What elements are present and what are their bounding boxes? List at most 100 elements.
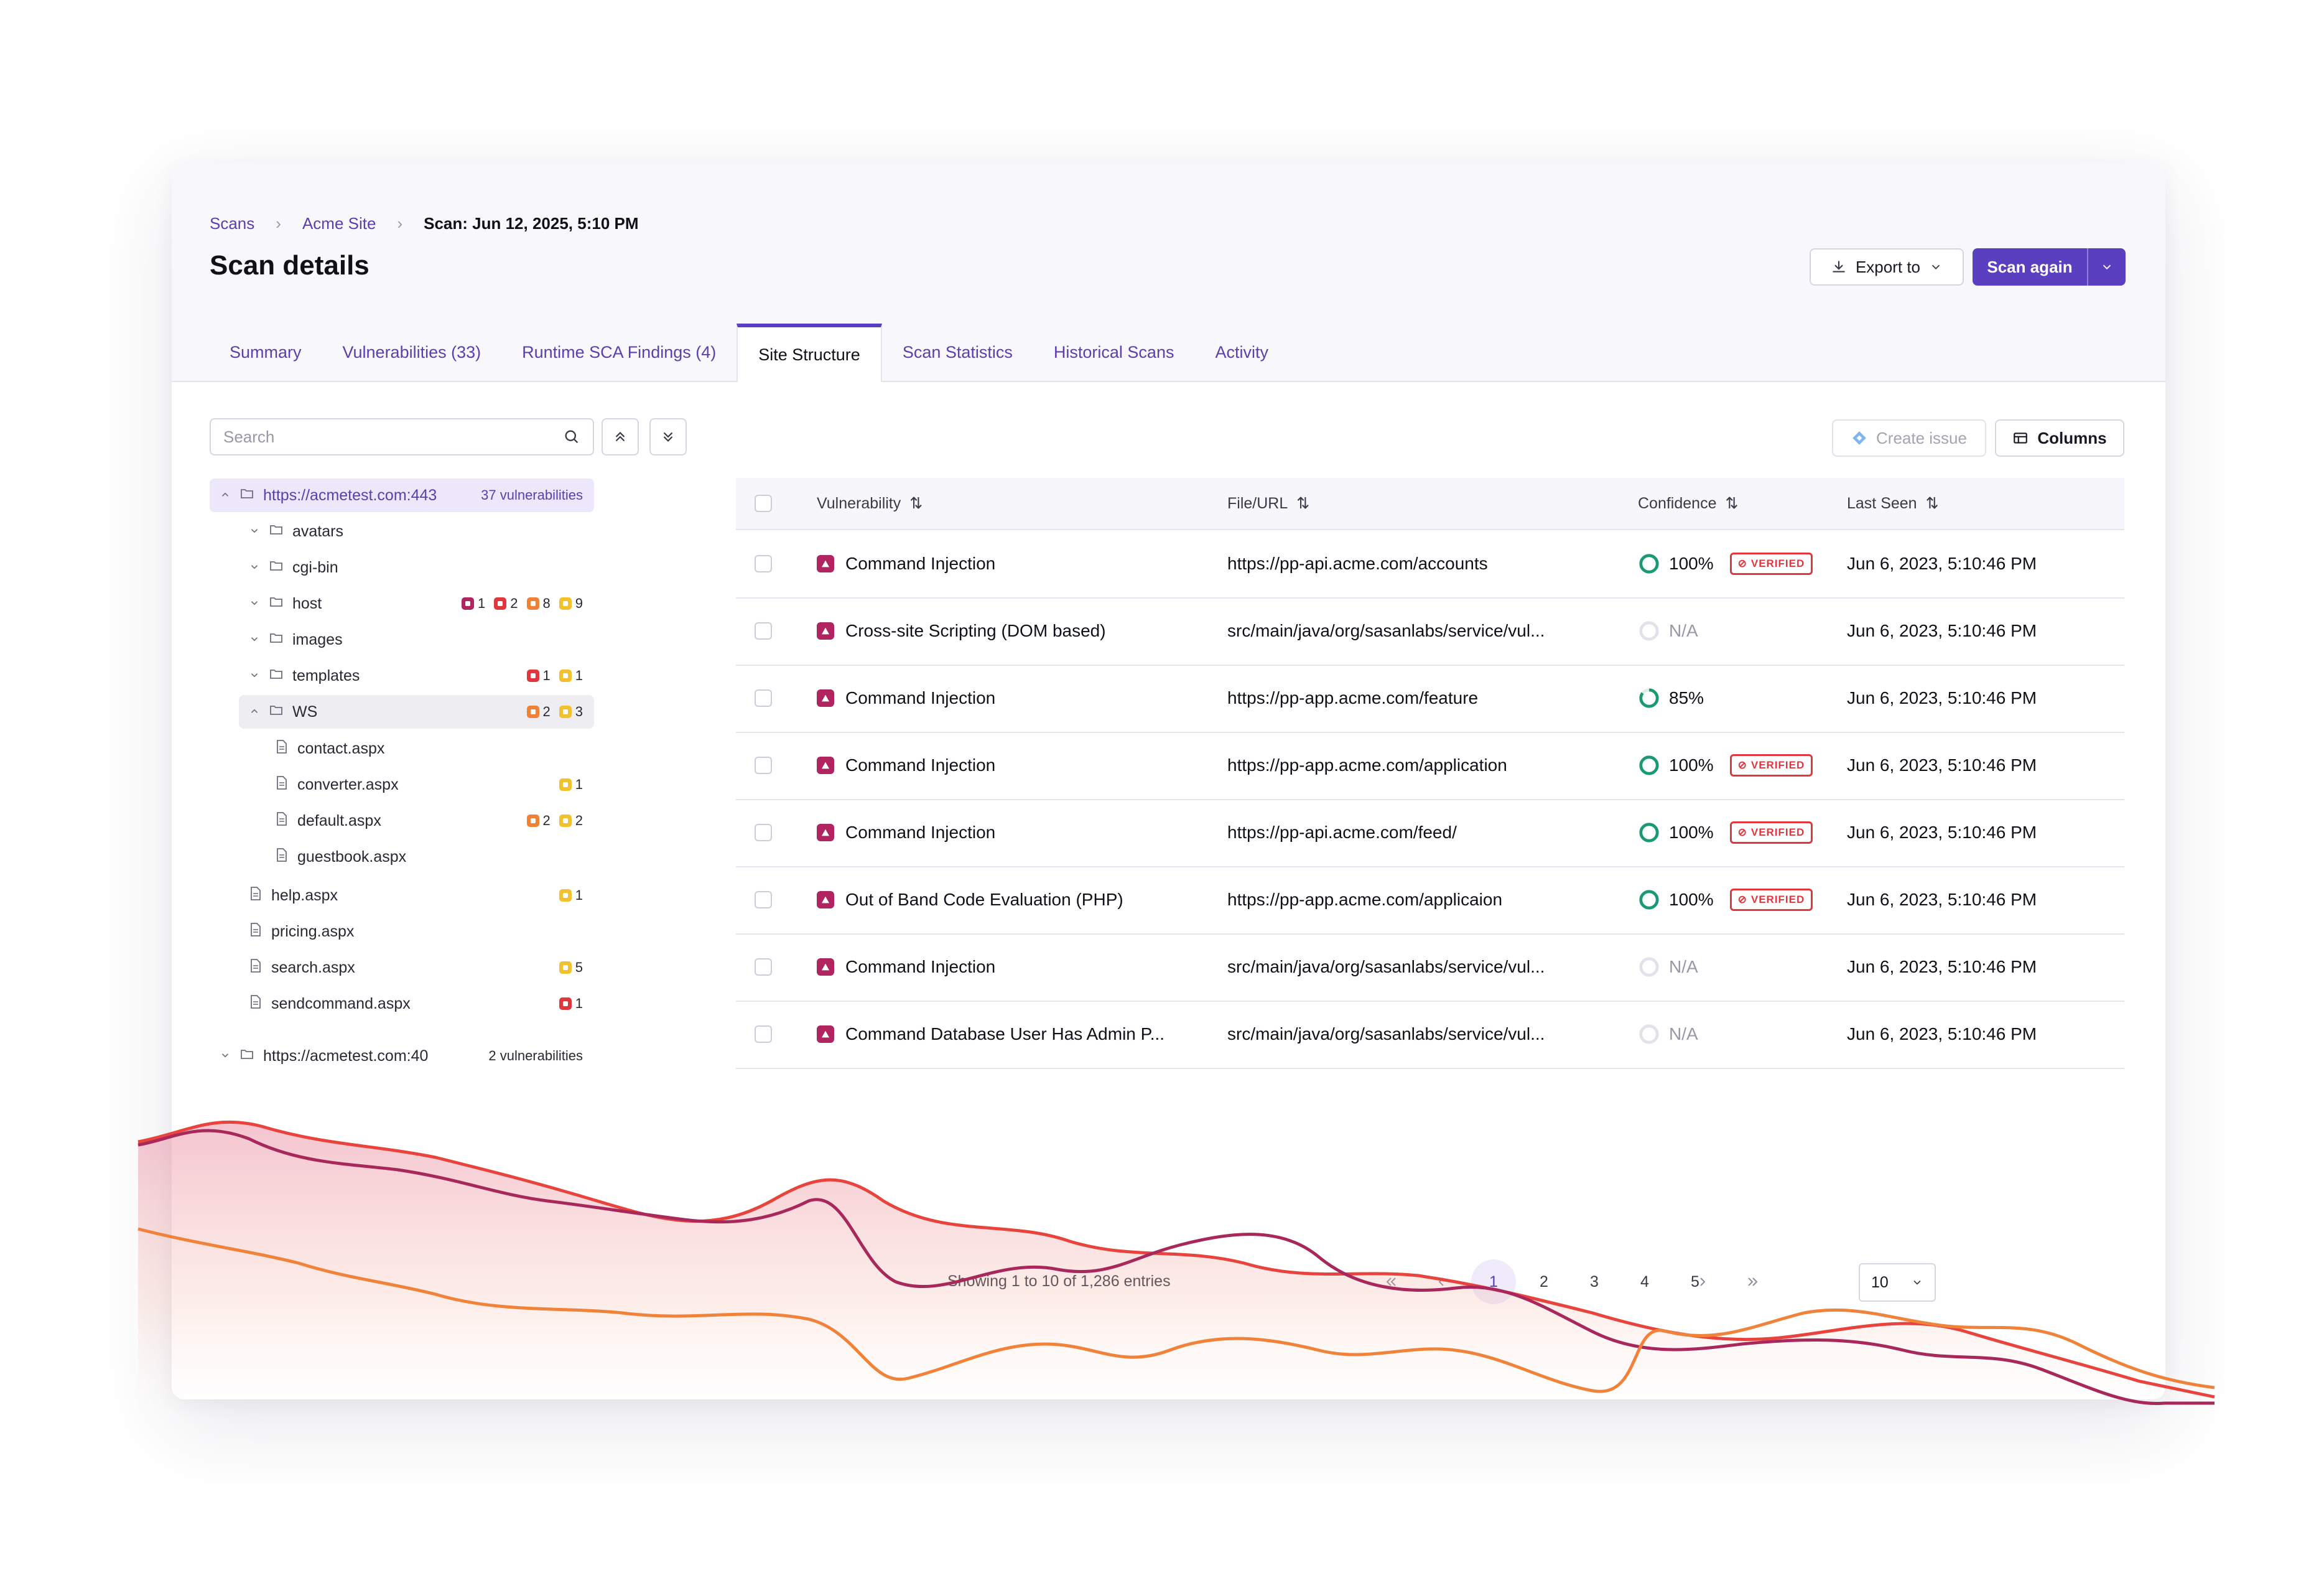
first-page-icon[interactable] [1369, 1259, 1413, 1304]
create-issue-button[interactable]: Create issue [1832, 419, 1986, 457]
severity-icon [817, 824, 834, 841]
columns-button[interactable]: Columns [1995, 419, 2124, 457]
table-row[interactable]: Command Database User Has Admin P... src/… [736, 1001, 2124, 1069]
tree-folder-cgi-bin[interactable]: cgi-bin [239, 551, 594, 584]
tree-file[interactable]: guestbook.aspx [271, 840, 594, 874]
col-file-url[interactable]: File/URL ⇅ [1227, 478, 1309, 529]
page-4-button[interactable]: 4 [1640, 1272, 1649, 1291]
col-last-seen[interactable]: Last Seen ⇅ [1847, 478, 1939, 529]
scan-again-button[interactable]: Scan again [1973, 248, 2126, 286]
page-1-button[interactable]: 1 [1471, 1259, 1516, 1304]
tab-runtime-sca[interactable]: Runtime SCA Findings (4) [522, 342, 717, 362]
chevron-down-icon[interactable] [218, 1050, 232, 1061]
vulnerability-cell[interactable]: Command Injection [817, 933, 995, 1001]
vulnerability-cell[interactable]: Command Injection [817, 665, 995, 732]
tree-folder-images[interactable]: images [239, 623, 594, 656]
tree-folder-host[interactable]: host 1 2 8 9 [239, 587, 594, 620]
sort-icon[interactable]: ⇅ [909, 495, 923, 512]
vulnerability-cell[interactable]: Cross-site Scripting (DOM based) [817, 597, 1106, 665]
vulnerability-cell[interactable]: Command Injection [817, 799, 995, 866]
row-checkbox[interactable] [755, 597, 772, 665]
sort-icon[interactable]: ⇅ [1725, 495, 1739, 512]
breadcrumb-scans[interactable]: Scans [210, 214, 255, 233]
tree-root-40[interactable]: https://acmetest.com:40 2 vulnerabilities [210, 1039, 594, 1073]
tree-folder-avatars[interactable]: avatars [239, 515, 594, 548]
table-row[interactable]: Command Injection https://pp-api.acme.com… [736, 799, 2124, 867]
tree-file[interactable]: pricing.aspx [245, 915, 594, 948]
tree-file[interactable]: sendcommand.aspx 1 [245, 987, 594, 1020]
tab-summary[interactable]: Summary [230, 342, 302, 362]
breadcrumb-acme-site[interactable]: Acme Site [302, 214, 376, 233]
vulnerability-cell[interactable]: Out of Band Code Evaluation (PHP) [817, 866, 1123, 933]
tree-file[interactable]: help.aspx 1 [245, 879, 594, 912]
confidence-ring-icon [1639, 890, 1659, 910]
select-all-checkbox[interactable] [755, 478, 772, 529]
row-checkbox[interactable] [755, 530, 772, 597]
tab-historical-scans[interactable]: Historical Scans [1053, 342, 1174, 362]
tree-file[interactable]: contact.aspx [271, 732, 594, 765]
file-url-cell: https://pp-api.acme.com/accounts [1227, 554, 1488, 573]
row-checkbox[interactable] [755, 732, 772, 799]
download-icon [1833, 261, 1845, 273]
tree-file[interactable]: default.aspx 2 2 [271, 804, 594, 838]
verified-badge: ⊘ VERIFIED [1729, 821, 1813, 844]
checkbox[interactable] [755, 495, 772, 512]
checkbox[interactable] [755, 958, 772, 976]
last-seen-cell: Jun 6, 2023, 5:10:46 PM [1847, 823, 2037, 842]
chevron-down-icon[interactable] [248, 561, 261, 572]
vulnerability-cell[interactable]: Command Injection [817, 732, 995, 799]
row-checkbox[interactable] [755, 665, 772, 732]
verified-icon: ⊘ [1737, 826, 1747, 838]
chevron-down-icon[interactable] [248, 597, 261, 609]
search-input[interactable]: Search [210, 418, 594, 455]
tree-file[interactable]: converter.aspx 1 [271, 768, 594, 801]
row-checkbox[interactable] [755, 799, 772, 866]
export-button[interactable]: Export to [1810, 248, 1964, 286]
row-checkbox[interactable] [755, 866, 772, 933]
col-confidence[interactable]: Confidence ⇅ [1638, 478, 1738, 529]
vulnerability-cell[interactable]: Command Injection [817, 530, 995, 597]
chevron-up-icon[interactable] [248, 706, 261, 717]
checkbox[interactable] [755, 689, 772, 707]
last-page-icon[interactable] [1731, 1259, 1775, 1304]
tab-scan-statistics[interactable]: Scan Statistics [902, 342, 1013, 362]
confidence-cell: 100% ⊘ VERIFIED [1638, 799, 1813, 866]
table-row[interactable]: Command Injection https://pp-app.acme.com… [736, 732, 2124, 800]
chevron-down-icon[interactable] [248, 670, 261, 681]
expand-all-button[interactable] [649, 418, 687, 455]
next-page-icon[interactable] [1680, 1259, 1725, 1304]
row-checkbox[interactable] [755, 933, 772, 1001]
tree-root-443[interactable]: https://acmetest.com:443 37 vulnerabiliti… [210, 479, 594, 512]
vulnerability-cell[interactable]: Command Database User Has Admin P... [817, 1001, 1164, 1068]
page-2-button[interactable]: 2 [1540, 1272, 1548, 1291]
scan-options-dropdown[interactable] [2087, 248, 2126, 286]
table-row[interactable]: Command Injection src/main/java/org/sasan… [736, 933, 2124, 1002]
page-3-button[interactable]: 3 [1590, 1272, 1599, 1291]
checkbox[interactable] [755, 622, 772, 640]
chevron-down-icon[interactable] [248, 633, 261, 645]
tab-activity[interactable]: Activity [1215, 342, 1268, 362]
table-row[interactable]: Out of Band Code Evaluation (PHP) https:/… [736, 866, 2124, 935]
tree-file[interactable]: search.aspx 5 [245, 951, 594, 984]
table-row[interactable]: Cross-site Scripting (DOM based) src/main… [736, 597, 2124, 666]
checkbox[interactable] [755, 1025, 772, 1043]
tree-folder-templates[interactable]: templates 1 1 [239, 659, 594, 693]
chevron-up-icon[interactable] [218, 489, 232, 500]
table-row[interactable]: Command Injection https://pp-app.acme.com… [736, 665, 2124, 733]
row-checkbox[interactable] [755, 1001, 772, 1068]
prev-page-icon[interactable] [1419, 1259, 1464, 1304]
sort-icon[interactable]: ⇅ [1296, 495, 1310, 512]
table-row[interactable]: Command Injection https://pp-api.acme.com… [736, 530, 2124, 599]
checkbox[interactable] [755, 891, 772, 908]
chevron-down-icon[interactable] [248, 525, 261, 536]
checkbox[interactable] [755, 555, 772, 572]
tab-vulnerabilities[interactable]: Vulnerabilities (33) [342, 342, 481, 362]
col-vulnerability[interactable]: Vulnerability ⇅ [817, 478, 923, 529]
sort-icon[interactable]: ⇅ [1925, 495, 1939, 512]
tab-site-structure[interactable]: Site Structure [737, 324, 882, 382]
tree-folder-ws[interactable]: WS 2 3 [239, 695, 594, 729]
checkbox[interactable] [755, 757, 772, 774]
collapse-all-button[interactable] [602, 418, 639, 455]
checkbox[interactable] [755, 824, 772, 841]
page-size-select[interactable]: 10 [1859, 1263, 1936, 1302]
